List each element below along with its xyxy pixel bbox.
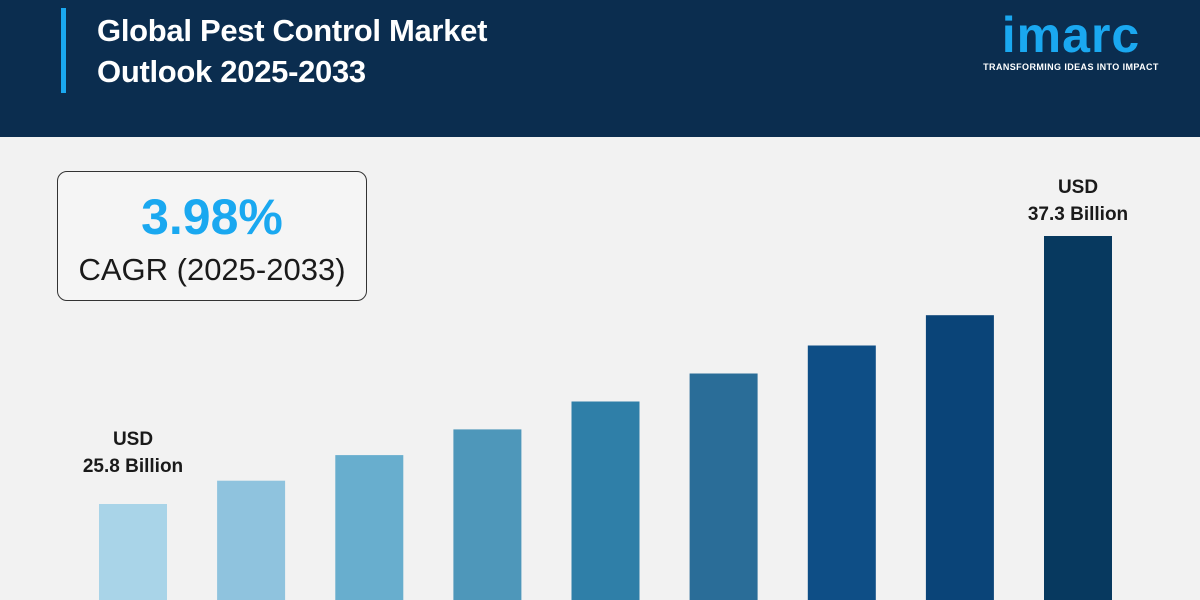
first-bar-currency: USD [112,429,154,450]
bar-2025 [99,504,167,600]
cagr-label: CAGR (2025-2033) [78,252,346,287]
logo-wordmark: imarc [1001,7,1141,63]
bar-2030 [689,373,758,600]
last-bar-currency: USD [1057,177,1099,198]
first-bar-amount: 25.8 Billion [82,456,184,477]
bar-2033 [1044,236,1112,600]
cagr-value: 3.98% [141,189,283,245]
last-bar-value-label: USD 37.3 Billion [998,174,1158,228]
logo-tagline: TRANSFORMING IDEAS INTO IMPACT [983,62,1159,72]
title-accent-bar [61,8,66,93]
bar-2028 [453,429,522,600]
bar-2031 [807,345,876,600]
cagr-box: 3.98% CAGR (2025-2033) [57,171,367,301]
header-banner: Global Pest Control Market Outlook 2025-… [0,0,1200,137]
first-bar-value-label: USD 25.8 Billion [53,426,213,480]
title-line-2: Outlook 2025-2033 [97,54,366,89]
bar-2027 [335,455,404,600]
page-title: Global Pest Control Market Outlook 2025-… [97,10,617,92]
last-bar-amount: 37.3 Billion [1027,204,1129,225]
title-line-1: Global Pest Control Market [97,13,488,48]
bar-2032 [925,315,994,600]
imarc-logo: imarc TRANSFORMING IDEAS INTO IMPACT [966,10,1176,76]
bar-2029 [571,401,640,600]
bar-2026 [217,480,286,600]
